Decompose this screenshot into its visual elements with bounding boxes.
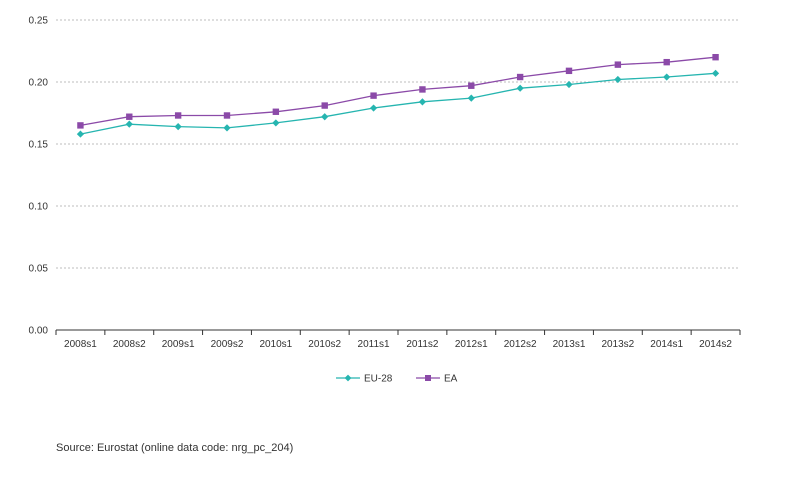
- x-tick-label: 2009s1: [162, 339, 195, 350]
- series-eu-28: [76, 69, 720, 138]
- x-tick-label: 2014s2: [699, 339, 732, 350]
- legend-item: EU-28: [336, 374, 393, 385]
- x-tick-label: 2009s2: [211, 339, 244, 350]
- data-point: [468, 82, 475, 89]
- x-tick-label: 2013s1: [553, 339, 586, 350]
- series-ea: [77, 54, 719, 129]
- x-axis: 2008s1 2008s2 2009s1 2009s2 2010s1 2010s2 2011…: [55, 329, 741, 350]
- y-tick-label: 0.25: [29, 16, 49, 27]
- series-group: [76, 54, 720, 138]
- series-line: [80, 72, 716, 135]
- data-point: [321, 102, 328, 109]
- x-tick-label: 2010s2: [308, 339, 341, 350]
- data-point: [663, 58, 670, 66]
- y-tick-label: 0.15: [29, 140, 49, 151]
- x-tick-label: 2013s2: [601, 339, 634, 350]
- data-point: [565, 67, 573, 75]
- data-point: [174, 112, 182, 119]
- y-tick-label: 0.05: [29, 264, 49, 275]
- data-point: [516, 84, 524, 92]
- y-tick-label: 0.10: [29, 202, 49, 213]
- data-point: [418, 98, 427, 106]
- data-point: [223, 112, 231, 119]
- source-note: Source: Eurostat (online data code: nrg_…: [56, 442, 294, 454]
- legend-label: EA: [444, 374, 458, 385]
- data-point: [565, 80, 573, 89]
- legend: EU-28 EA: [336, 374, 458, 385]
- x-tick-label: 2012s1: [455, 339, 488, 350]
- x-tick-label: 2012s2: [504, 339, 537, 350]
- data-point: [712, 54, 719, 61]
- data-point: [467, 94, 475, 102]
- x-tick-label: 2011s2: [406, 339, 439, 350]
- legend-label: EU-28: [364, 374, 393, 385]
- data-point: [419, 86, 426, 93]
- data-point: [223, 124, 231, 132]
- data-point: [126, 113, 133, 120]
- data-point: [76, 130, 85, 138]
- x-tick-label: 2008s2: [113, 339, 146, 350]
- x-tick-label: 2010s1: [259, 339, 292, 350]
- data-point: [369, 104, 378, 112]
- x-tick-label: 2008s1: [64, 339, 97, 350]
- data-point: [125, 120, 133, 128]
- x-tick-label: 2011s1: [358, 339, 391, 350]
- gridlines: [56, 19, 740, 269]
- data-point: [711, 69, 720, 77]
- legend-item: EA: [416, 374, 458, 385]
- y-tick-label: 0.20: [29, 78, 49, 89]
- data-point: [614, 75, 622, 84]
- series-line: [80, 56, 716, 127]
- data-point: [321, 113, 329, 121]
- data-point: [614, 61, 622, 68]
- data-point: [272, 119, 280, 127]
- y-tick-label: 0.00: [29, 326, 49, 337]
- data-point: [516, 73, 524, 81]
- data-point: [77, 122, 84, 129]
- data-point: [174, 123, 182, 131]
- data-point: [370, 92, 377, 99]
- legend-marker: [425, 375, 431, 381]
- y-axis-tick-labels: 0.00 0.05 0.10 0.15 0.20 0.25: [29, 16, 49, 337]
- legend-marker: [344, 374, 352, 382]
- data-point: [272, 108, 280, 115]
- data-point: [663, 73, 671, 81]
- x-tick-label: 2014s1: [650, 339, 683, 350]
